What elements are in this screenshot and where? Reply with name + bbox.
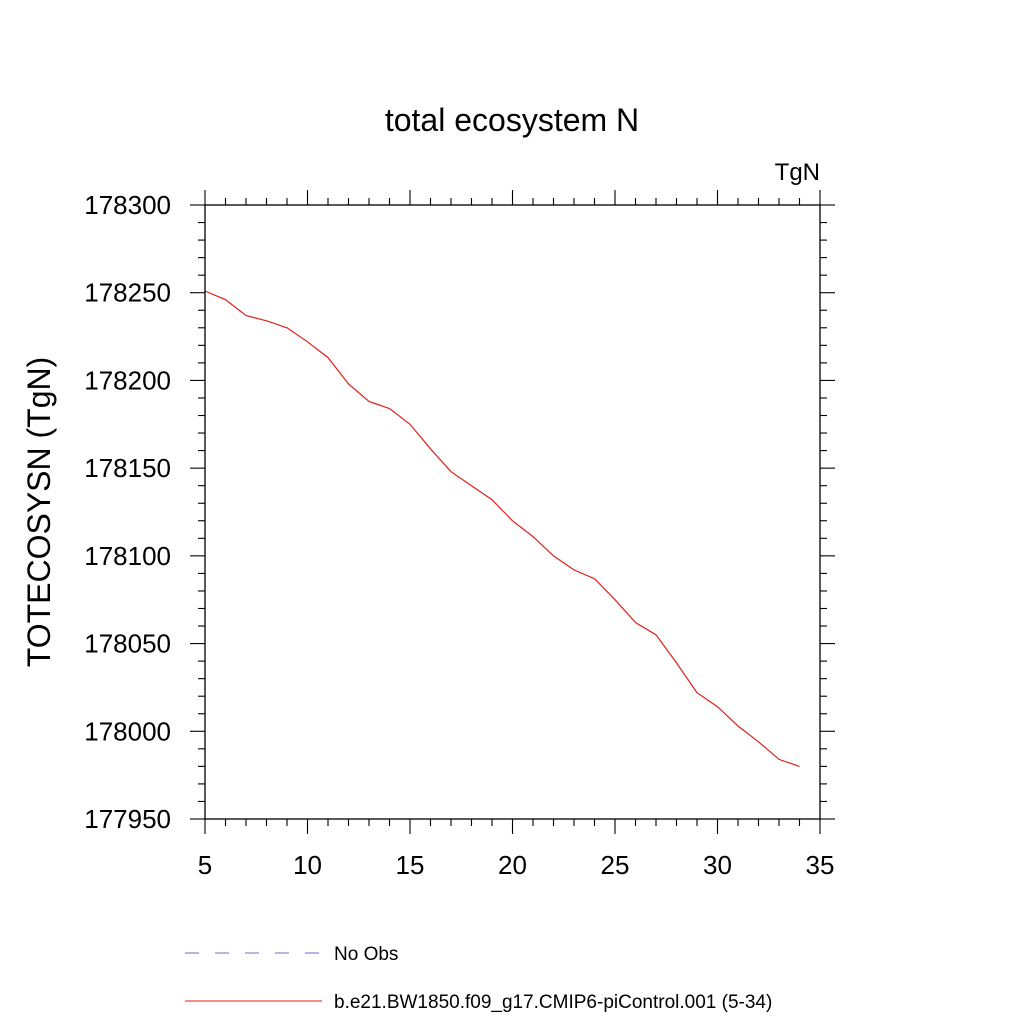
x-tick-label: 25 — [601, 850, 630, 880]
y-tick-label: 178000 — [84, 716, 171, 746]
y-tick-label: 178250 — [84, 278, 171, 308]
x-tick-label: 35 — [806, 850, 835, 880]
series-line — [204, 290, 800, 767]
legend: No Obs b.e21.BW1850.f09_g17.CMIP6-piCont… — [185, 944, 772, 1013]
y-axis-label: TOTECOSYSN (TgN) — [21, 357, 57, 668]
chart-title: total ecosystem N — [385, 102, 639, 138]
tick-labels: 5 10 15 20 25 30 35 177950 178000 178050 178100 178… — [84, 190, 834, 880]
legend-label-series: b.e21.BW1850.f09_g17.CMIP6-piControl.001… — [334, 992, 772, 1013]
legend-label-no-obs: No Obs — [334, 944, 398, 965]
y-tick-label: 177950 — [84, 804, 171, 834]
axis-ticks — [190, 190, 835, 834]
y-tick-label: 178300 — [84, 190, 171, 220]
y-tick-label: 178050 — [84, 629, 171, 659]
units-label: TgN — [775, 159, 820, 186]
series-group — [204, 290, 800, 767]
x-tick-label: 10 — [293, 850, 322, 880]
x-tick-label: 30 — [703, 850, 732, 880]
y-tick-label: 178200 — [84, 365, 171, 395]
x-tick-label: 20 — [498, 850, 527, 880]
y-tick-label: 178100 — [84, 541, 171, 571]
y-tick-label: 178150 — [84, 453, 171, 483]
x-tick-label: 5 — [198, 850, 212, 880]
x-tick-label: 15 — [396, 850, 425, 880]
plot-frame — [204, 204, 821, 820]
